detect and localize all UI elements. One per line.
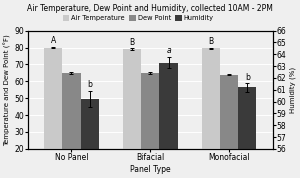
Text: b: b [245, 73, 250, 82]
Legend: Air Temperature, Dew Point, Humidity: Air Temperature, Dew Point, Humidity [60, 13, 216, 24]
Text: B: B [130, 38, 135, 47]
Bar [202, 48, 220, 178]
Text: B: B [208, 37, 214, 46]
Bar [141, 73, 159, 178]
Text: a: a [166, 46, 171, 55]
Bar [62, 73, 80, 178]
Text: A: A [51, 36, 56, 45]
Text: b: b [87, 80, 92, 89]
Y-axis label: Humidity (%): Humidity (%) [289, 67, 296, 113]
Bar [220, 75, 238, 178]
Y-axis label: Temperature and Dew Point (°F): Temperature and Dew Point (°F) [4, 34, 11, 146]
Bar [238, 87, 256, 178]
Bar [80, 99, 99, 178]
Bar [123, 49, 141, 178]
X-axis label: Panel Type: Panel Type [130, 165, 171, 174]
Bar [159, 62, 178, 178]
Title: Air Temperature, Dew Point and Humidity, collected 10AM - 2PM: Air Temperature, Dew Point and Humidity,… [27, 4, 273, 13]
Bar [44, 48, 62, 178]
